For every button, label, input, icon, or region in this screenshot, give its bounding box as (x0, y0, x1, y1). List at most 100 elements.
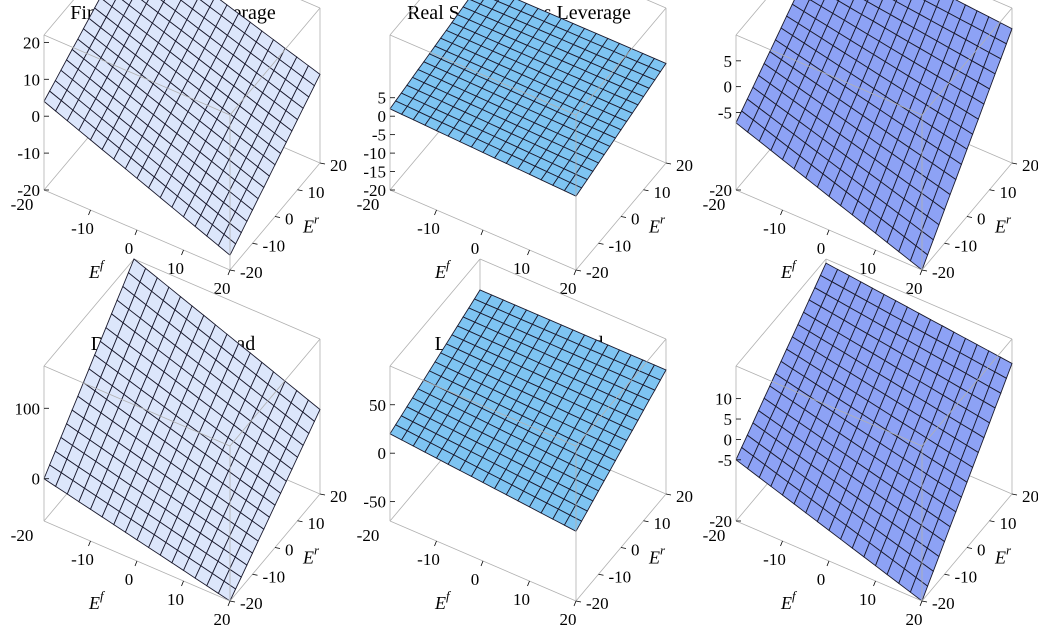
x-tick-label: 20 (560, 610, 577, 629)
y-tick-label: -10 (955, 567, 978, 586)
z-tick-label: 10 (23, 70, 40, 89)
x-tick-label: 0 (471, 239, 480, 258)
x-axis-superscript: f (792, 257, 798, 272)
y-tick-label: -20 (586, 263, 609, 282)
z-tick-label: 5 (724, 410, 733, 429)
x-tick-label: 10 (859, 590, 876, 609)
y-tick-label: 0 (977, 541, 986, 560)
chart-panel-2: Real Sector Firms Leverage -1001020-20Ef… (346, 0, 692, 309)
x-tick-label: 0 (471, 570, 480, 589)
y-tick-label: -10 (263, 236, 286, 255)
y-tick-label: 0 (977, 210, 986, 229)
x-tick-label: -20 (357, 526, 380, 545)
z-tick-label: 5 (724, 52, 733, 71)
chart-panel-6: Capital Stock -1001020-20Ef20100-10-20Er… (692, 331, 1038, 640)
y-tick-label: 10 (308, 183, 325, 202)
x-axis-label: Ef (434, 257, 452, 282)
x-axis-label: Ef (780, 257, 798, 282)
x-axis-label: Ef (780, 588, 798, 613)
y-tick-label: 0 (285, 541, 294, 560)
z-tick-label: 5 (378, 89, 387, 108)
z-tick-label: 0 (378, 107, 387, 126)
x-tick-label: -10 (763, 550, 786, 569)
y-tick-label: 20 (330, 487, 347, 506)
y-axis-superscript: r (660, 212, 666, 227)
x-axis-superscript: f (446, 257, 452, 272)
x-tick-label: 10 (167, 590, 184, 609)
y-tick-label: -10 (955, 236, 978, 255)
surface-mesh (390, 290, 666, 531)
x-tick-label: 0 (817, 239, 826, 258)
z-tick-label: 20 (23, 33, 40, 52)
z-tick-label: -20 (363, 181, 386, 200)
x-axis-superscript: f (100, 588, 106, 603)
chart-panel-1: Financial Firms Leverage -1001020-20Ef20… (0, 0, 346, 309)
y-tick-label: 10 (1000, 514, 1017, 533)
z-tick-label: 0 (32, 107, 41, 126)
x-axis-label: Ef (88, 588, 106, 613)
y-tick-label: -20 (932, 263, 955, 282)
chart-panel-5: Lending Risk Spread -1001020-20Ef20100-1… (346, 331, 692, 640)
y-tick-label: 0 (631, 541, 640, 560)
z-tick-label: -20 (17, 181, 40, 200)
y-tick-label: 0 (285, 210, 294, 229)
y-tick-label: 10 (654, 183, 671, 202)
y-tick-label: 20 (1022, 156, 1038, 175)
z-tick-label: -10 (363, 144, 386, 163)
z-tick-label: 50 (369, 396, 386, 415)
z-tick-label: 100 (15, 399, 41, 418)
y-tick-label: 20 (330, 156, 347, 175)
y-tick-label: 20 (1022, 487, 1038, 506)
y-tick-label: -20 (586, 594, 609, 613)
y-axis-label: Er (302, 543, 320, 568)
y-tick-label: -10 (263, 567, 286, 586)
x-axis-superscript: f (792, 588, 798, 603)
x-tick-label: 20 (214, 610, 231, 629)
y-axis-label: Er (994, 212, 1012, 237)
x-tick-label: -10 (417, 219, 440, 238)
y-axis-superscript: r (314, 543, 320, 558)
x-tick-label: -20 (11, 526, 34, 545)
y-axis-superscript: r (1006, 543, 1012, 558)
y-tick-label: 0 (631, 210, 640, 229)
x-tick-label: 10 (859, 259, 876, 278)
z-tick-label: 10 (715, 390, 732, 409)
z-tick-label: -50 (363, 493, 386, 512)
x-tick-label: -10 (71, 550, 94, 569)
z-tick-label: -5 (372, 126, 386, 145)
y-tick-label: 10 (308, 514, 325, 533)
x-tick-label: 10 (513, 590, 530, 609)
x-axis-label: Ef (434, 588, 452, 613)
y-tick-label: -20 (932, 594, 955, 613)
z-tick-label: 0 (378, 444, 387, 463)
y-axis-label: Er (648, 212, 666, 237)
z-tick-label: -20 (709, 512, 732, 531)
y-tick-label: 20 (676, 156, 693, 175)
z-tick-label: -10 (17, 144, 40, 163)
y-tick-label: 10 (654, 514, 671, 533)
y-axis-superscript: r (660, 543, 666, 558)
x-tick-label: 0 (125, 570, 134, 589)
x-tick-label: 20 (214, 279, 231, 298)
x-tick-label: 10 (167, 259, 184, 278)
y-tick-label: -10 (609, 567, 632, 586)
z-tick-label: -15 (363, 163, 386, 182)
x-axis-superscript: f (100, 257, 106, 272)
x-tick-label: 20 (906, 610, 923, 629)
x-tick-label: 0 (817, 570, 826, 589)
y-tick-label: -20 (240, 594, 263, 613)
surface-mesh (390, 0, 666, 196)
x-axis-label: Ef (88, 257, 106, 282)
x-tick-label: 20 (906, 279, 923, 298)
z-tick-label: 0 (724, 430, 733, 449)
x-tick-label: -10 (417, 550, 440, 569)
y-tick-label: 10 (1000, 183, 1017, 202)
chart-panel-4: Deposit Risk Spread -1001020-20Ef20100-1… (0, 331, 346, 640)
x-tick-label: 0 (125, 239, 134, 258)
